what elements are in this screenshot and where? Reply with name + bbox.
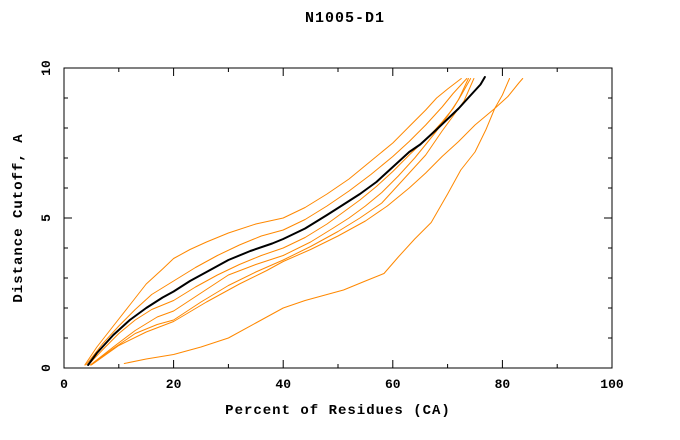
plot-border bbox=[63, 67, 613, 369]
x-tick-label: 20 bbox=[166, 377, 182, 392]
series-orange-model-4 bbox=[89, 78, 469, 366]
series-orange-model-3-hugs-black bbox=[87, 78, 472, 366]
y-tick-label: 0 bbox=[39, 364, 54, 372]
x-tick-label: 60 bbox=[385, 377, 401, 392]
series-orange-model-7-low-outlier bbox=[123, 78, 510, 364]
x-tick-label: 40 bbox=[275, 377, 291, 392]
x-tick-label: 100 bbox=[600, 377, 624, 392]
chart-title: N1005-D1 bbox=[305, 10, 385, 27]
y-axis-label: Distance Cutoff, A bbox=[11, 133, 27, 302]
series-orange-model-5 bbox=[89, 78, 475, 366]
series-orange-model-1-top bbox=[84, 78, 462, 366]
series-orange-model-2 bbox=[85, 78, 468, 366]
series-orange-model-6-wide-right bbox=[90, 78, 524, 366]
y-tick-label: 5 bbox=[39, 214, 54, 222]
plot-area: 0 20 40 60 80 100 0 5 10 bbox=[39, 60, 624, 392]
x-tick-label: 80 bbox=[495, 377, 511, 392]
x-tick-label: 0 bbox=[60, 377, 68, 392]
x-axis-label: Percent of Residues (CA) bbox=[225, 403, 451, 419]
series-bold-black-model bbox=[87, 76, 486, 366]
y-tick-label: 10 bbox=[39, 60, 54, 76]
